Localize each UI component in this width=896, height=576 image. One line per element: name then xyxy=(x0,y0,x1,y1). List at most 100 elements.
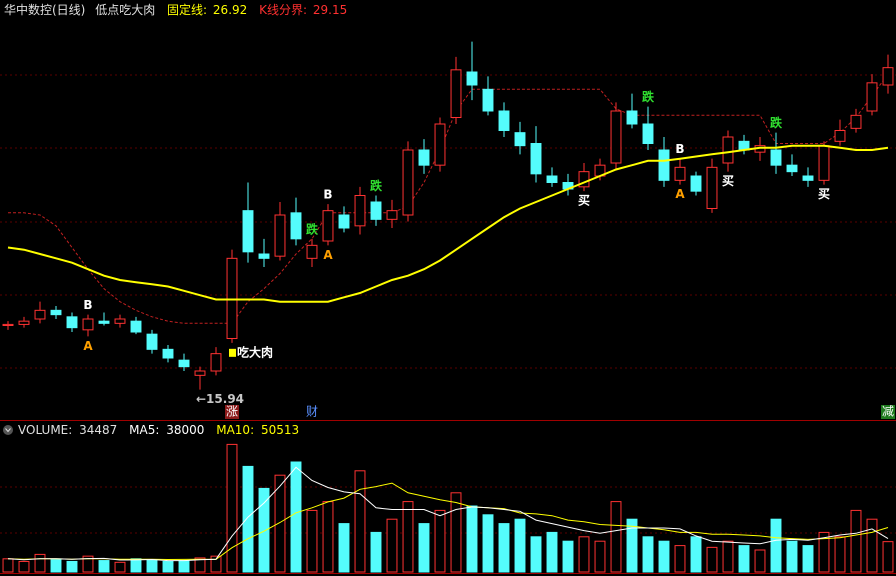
signal-label: A xyxy=(323,248,333,262)
boundary-label: K线分界: xyxy=(259,3,307,17)
volume-bar xyxy=(706,546,718,573)
candle-body xyxy=(210,353,222,372)
candle-body xyxy=(402,149,414,216)
volume-bar xyxy=(530,536,542,573)
candle-body xyxy=(98,320,110,324)
signal-icon xyxy=(229,348,236,357)
volume-bar xyxy=(66,560,78,573)
candle-body xyxy=(290,212,302,240)
candle-body xyxy=(306,244,318,259)
candle-body xyxy=(498,110,510,131)
signal-label: 买 xyxy=(722,174,734,188)
volume-bar xyxy=(34,553,46,573)
volume-bar xyxy=(50,559,62,573)
volume-bar xyxy=(434,509,446,573)
volume-bar xyxy=(130,558,142,573)
volume-bar xyxy=(482,514,494,573)
volume-bar xyxy=(242,465,254,573)
volume-bar xyxy=(354,470,366,573)
volume-bar xyxy=(98,560,110,573)
candle-body xyxy=(50,309,62,316)
candle-body xyxy=(370,201,382,220)
event-label: 财 xyxy=(306,405,318,419)
volume-bar xyxy=(754,549,766,573)
candle-body xyxy=(882,67,894,86)
collapse-arrow xyxy=(5,428,11,433)
candle-body xyxy=(770,149,782,166)
volume-bar xyxy=(642,536,654,573)
volume-bar xyxy=(178,560,190,573)
signal-label: B xyxy=(83,298,92,312)
ma10-label: MA10: xyxy=(216,423,254,437)
event-badge xyxy=(225,405,239,419)
candle-body xyxy=(194,370,206,376)
volume-bar xyxy=(674,545,686,573)
fixed-line-label: 固定线: xyxy=(167,2,207,17)
volume-bar xyxy=(338,523,350,573)
candle-body xyxy=(354,195,366,227)
volume-bar xyxy=(850,509,862,573)
collapse-icon[interactable] xyxy=(3,425,13,435)
volume-bar xyxy=(274,474,286,573)
signal-label: 跌 xyxy=(642,89,655,104)
volume-bar xyxy=(690,536,702,573)
volume-bar xyxy=(738,545,750,573)
signal-label: B xyxy=(675,142,684,156)
candle-body xyxy=(178,359,190,368)
volume-label: VOLUME: xyxy=(18,423,72,437)
signal-label: 跌 xyxy=(306,221,319,236)
candle-body xyxy=(466,71,478,86)
candle-body xyxy=(626,110,638,125)
header: 华中数控(日线) 低点吃大肉 固定线: 26.92 K线分界: 29.15 xyxy=(4,2,347,17)
indicator-name: 低点吃大肉 xyxy=(95,3,155,17)
ma5-value: 38000 xyxy=(166,423,204,437)
signal-label: A xyxy=(83,339,93,353)
volume-bar xyxy=(610,501,622,573)
candle-body xyxy=(818,145,830,181)
candle-body xyxy=(386,210,398,220)
candle-body xyxy=(18,320,30,325)
volume-bar xyxy=(18,560,30,573)
candle-body xyxy=(514,132,526,147)
signal-label: A xyxy=(675,187,685,201)
event-label: 减 xyxy=(882,405,894,419)
candle-body xyxy=(674,166,686,181)
volume-bar xyxy=(370,531,382,573)
signal-label: 跌 xyxy=(370,178,383,193)
candle-body xyxy=(658,149,670,181)
candle-body xyxy=(642,123,654,144)
candle-body xyxy=(418,149,430,166)
candle-body xyxy=(866,82,878,112)
candle-body xyxy=(114,318,126,324)
event-badge xyxy=(881,405,895,419)
volume-bar xyxy=(258,487,270,573)
volume-bar xyxy=(82,555,94,573)
volume-bar xyxy=(194,557,206,573)
signal-label: 买 xyxy=(578,194,590,208)
candle-body xyxy=(722,136,734,164)
volume-bar xyxy=(114,561,126,573)
candle-body xyxy=(242,210,254,253)
volume-bar xyxy=(418,523,430,573)
volume-bar xyxy=(466,505,478,573)
candle-body xyxy=(226,257,238,340)
volume-bar xyxy=(2,558,14,573)
volume-value: 34487 xyxy=(79,423,117,437)
candle-body xyxy=(322,210,334,242)
candle-body xyxy=(450,69,462,119)
candle-body xyxy=(546,175,558,183)
candle-body xyxy=(82,318,94,331)
volume-bar xyxy=(786,540,798,573)
candle-body xyxy=(66,316,78,329)
volume-bar xyxy=(450,492,462,573)
candle-body xyxy=(258,253,270,259)
boundary-value: 29.15 xyxy=(313,3,347,17)
volume-bar xyxy=(498,523,510,573)
volume-bar xyxy=(546,531,558,573)
signal-label: 跌 xyxy=(770,115,783,130)
volume-bar xyxy=(770,518,782,573)
volume-bar xyxy=(306,509,318,573)
candle-body xyxy=(706,166,718,209)
